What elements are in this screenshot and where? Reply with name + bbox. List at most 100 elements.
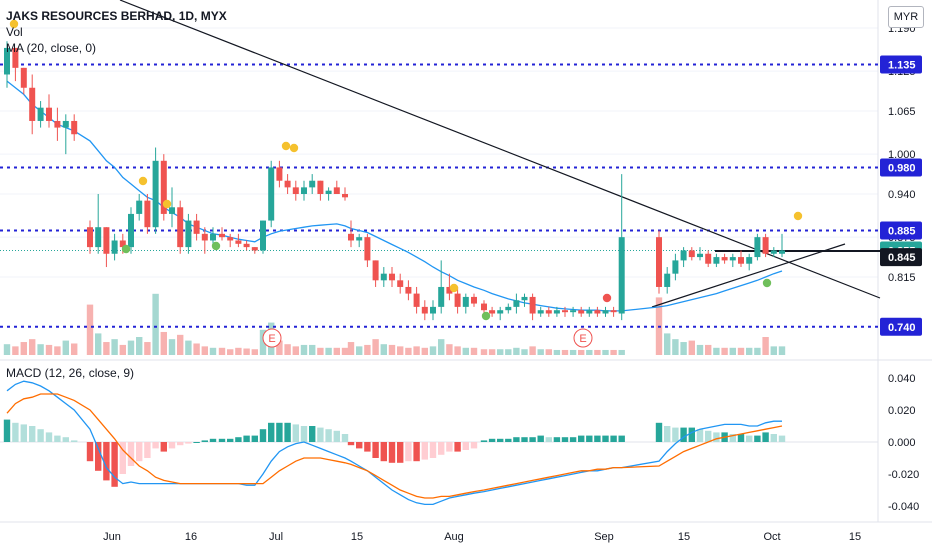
- volume-bar: [672, 339, 679, 355]
- macd-histogram-bar: [380, 442, 387, 462]
- trend-lines: [119, 0, 881, 308]
- candle-body: [529, 296, 536, 314]
- candle-body: [29, 87, 36, 121]
- volume-bar: [251, 349, 258, 355]
- macd-histogram-bar: [713, 432, 720, 442]
- candle-body: [292, 187, 299, 194]
- macd-histogram-bar: [521, 437, 528, 442]
- volume-bar: [12, 346, 19, 355]
- macd-histogram-bar: [664, 426, 671, 442]
- signal-dot: [602, 293, 612, 303]
- candle-body: [578, 310, 585, 314]
- candle-body: [705, 253, 712, 264]
- signal-dots: [9, 19, 803, 321]
- macd-histogram-bar: [227, 438, 234, 442]
- macd-histogram-bar: [372, 442, 379, 458]
- signal-line: [6, 393, 783, 499]
- candle-body: [111, 240, 118, 254]
- candle-body: [430, 306, 436, 314]
- volume-bar: [111, 339, 118, 355]
- macd-histogram-bar: [54, 435, 61, 442]
- volume-bar: [388, 344, 396, 355]
- macd-histogram-bar: [413, 442, 420, 462]
- candle-body: [481, 303, 487, 311]
- candle-body: [389, 273, 395, 281]
- macd-histogram-bar: [103, 442, 110, 481]
- chart-title: JAKS RESOURCES BERHAD, 1D, MYX: [6, 9, 227, 23]
- candle-body: [697, 253, 703, 258]
- candle-body: [405, 286, 412, 294]
- volume-bar: [413, 346, 420, 355]
- volume-bar: [259, 329, 267, 355]
- candle-body: [537, 310, 544, 314]
- macd-histogram-bar: [292, 424, 299, 442]
- candle-body: [505, 306, 512, 311]
- macd-histogram-bar: [243, 435, 250, 442]
- volume-bar: [446, 344, 453, 355]
- volume-bar: [405, 347, 412, 355]
- price-label: 0.845: [888, 252, 916, 264]
- signal-dot: [121, 244, 131, 254]
- candle-body: [251, 247, 258, 251]
- candle-body: [438, 286, 445, 307]
- candle-body: [610, 310, 617, 313]
- candle-body: [160, 160, 167, 214]
- candle-body: [562, 310, 568, 313]
- candle-body: [276, 167, 283, 181]
- currency-button[interactable]: MYR: [888, 6, 924, 28]
- volume-bar: [462, 347, 469, 355]
- volume-bar: [54, 346, 61, 355]
- macd-histogram-bar: [438, 442, 445, 455]
- macd-axis: 0.040 0.020 0.000 -0.020 -0.040: [888, 373, 919, 513]
- macd-histogram-bar: [218, 438, 226, 442]
- macd-pane: [0, 380, 878, 506]
- macd-histogram-bar: [746, 435, 753, 442]
- candle-body: [421, 306, 428, 314]
- macd-histogram-bar: [309, 426, 316, 442]
- volume-legend: Vol: [6, 25, 23, 39]
- volume-bar: [20, 342, 27, 355]
- macd-histogram-bar: [480, 440, 488, 442]
- volume-bar: [37, 344, 44, 355]
- price-tick-label: 1.000: [888, 149, 916, 161]
- time-tick-label: 15: [351, 531, 363, 543]
- volume-bar: [185, 340, 192, 355]
- earnings-marker: [573, 328, 593, 348]
- candle-body: [497, 310, 504, 314]
- macd-histogram-bar: [680, 427, 687, 442]
- macd-histogram-bar: [762, 432, 769, 442]
- macd-histogram-bar: [284, 422, 291, 442]
- volume-bar: [300, 344, 308, 355]
- macd-histogram-bar: [446, 442, 453, 452]
- volume-bar: [397, 346, 404, 355]
- volume-bar: [364, 344, 371, 355]
- macd-histogram-bar: [193, 442, 200, 443]
- macd-histogram-bar: [300, 426, 308, 442]
- macd-histogram-bar: [470, 442, 478, 449]
- price-tick-label: 1.065: [888, 106, 916, 118]
- candle-body: [356, 237, 363, 241]
- candle-body: [235, 240, 242, 244]
- volume-bar: [594, 349, 601, 355]
- volume-bar: [218, 347, 226, 355]
- signal-dot: [138, 176, 148, 186]
- candle-body: [284, 180, 291, 188]
- volume-bar: [356, 346, 363, 355]
- volume-bar: [136, 337, 143, 355]
- candle-body: [20, 67, 27, 88]
- macd-histogram-bar: [578, 435, 585, 442]
- volume-bar: [333, 347, 340, 355]
- candle-body: [570, 310, 577, 313]
- macd-histogram-bar: [488, 438, 496, 442]
- macd-histogram-bar: [388, 442, 396, 463]
- volume-bar: [243, 348, 250, 355]
- signal-dot: [793, 211, 803, 221]
- volume-bar: [569, 349, 577, 355]
- macd-histogram-bar: [144, 442, 151, 458]
- candle-body: [317, 180, 324, 194]
- macd-histogram-bar: [268, 422, 275, 442]
- horizontal-levels: [0, 63, 878, 328]
- macd-histogram-bar: [201, 440, 208, 442]
